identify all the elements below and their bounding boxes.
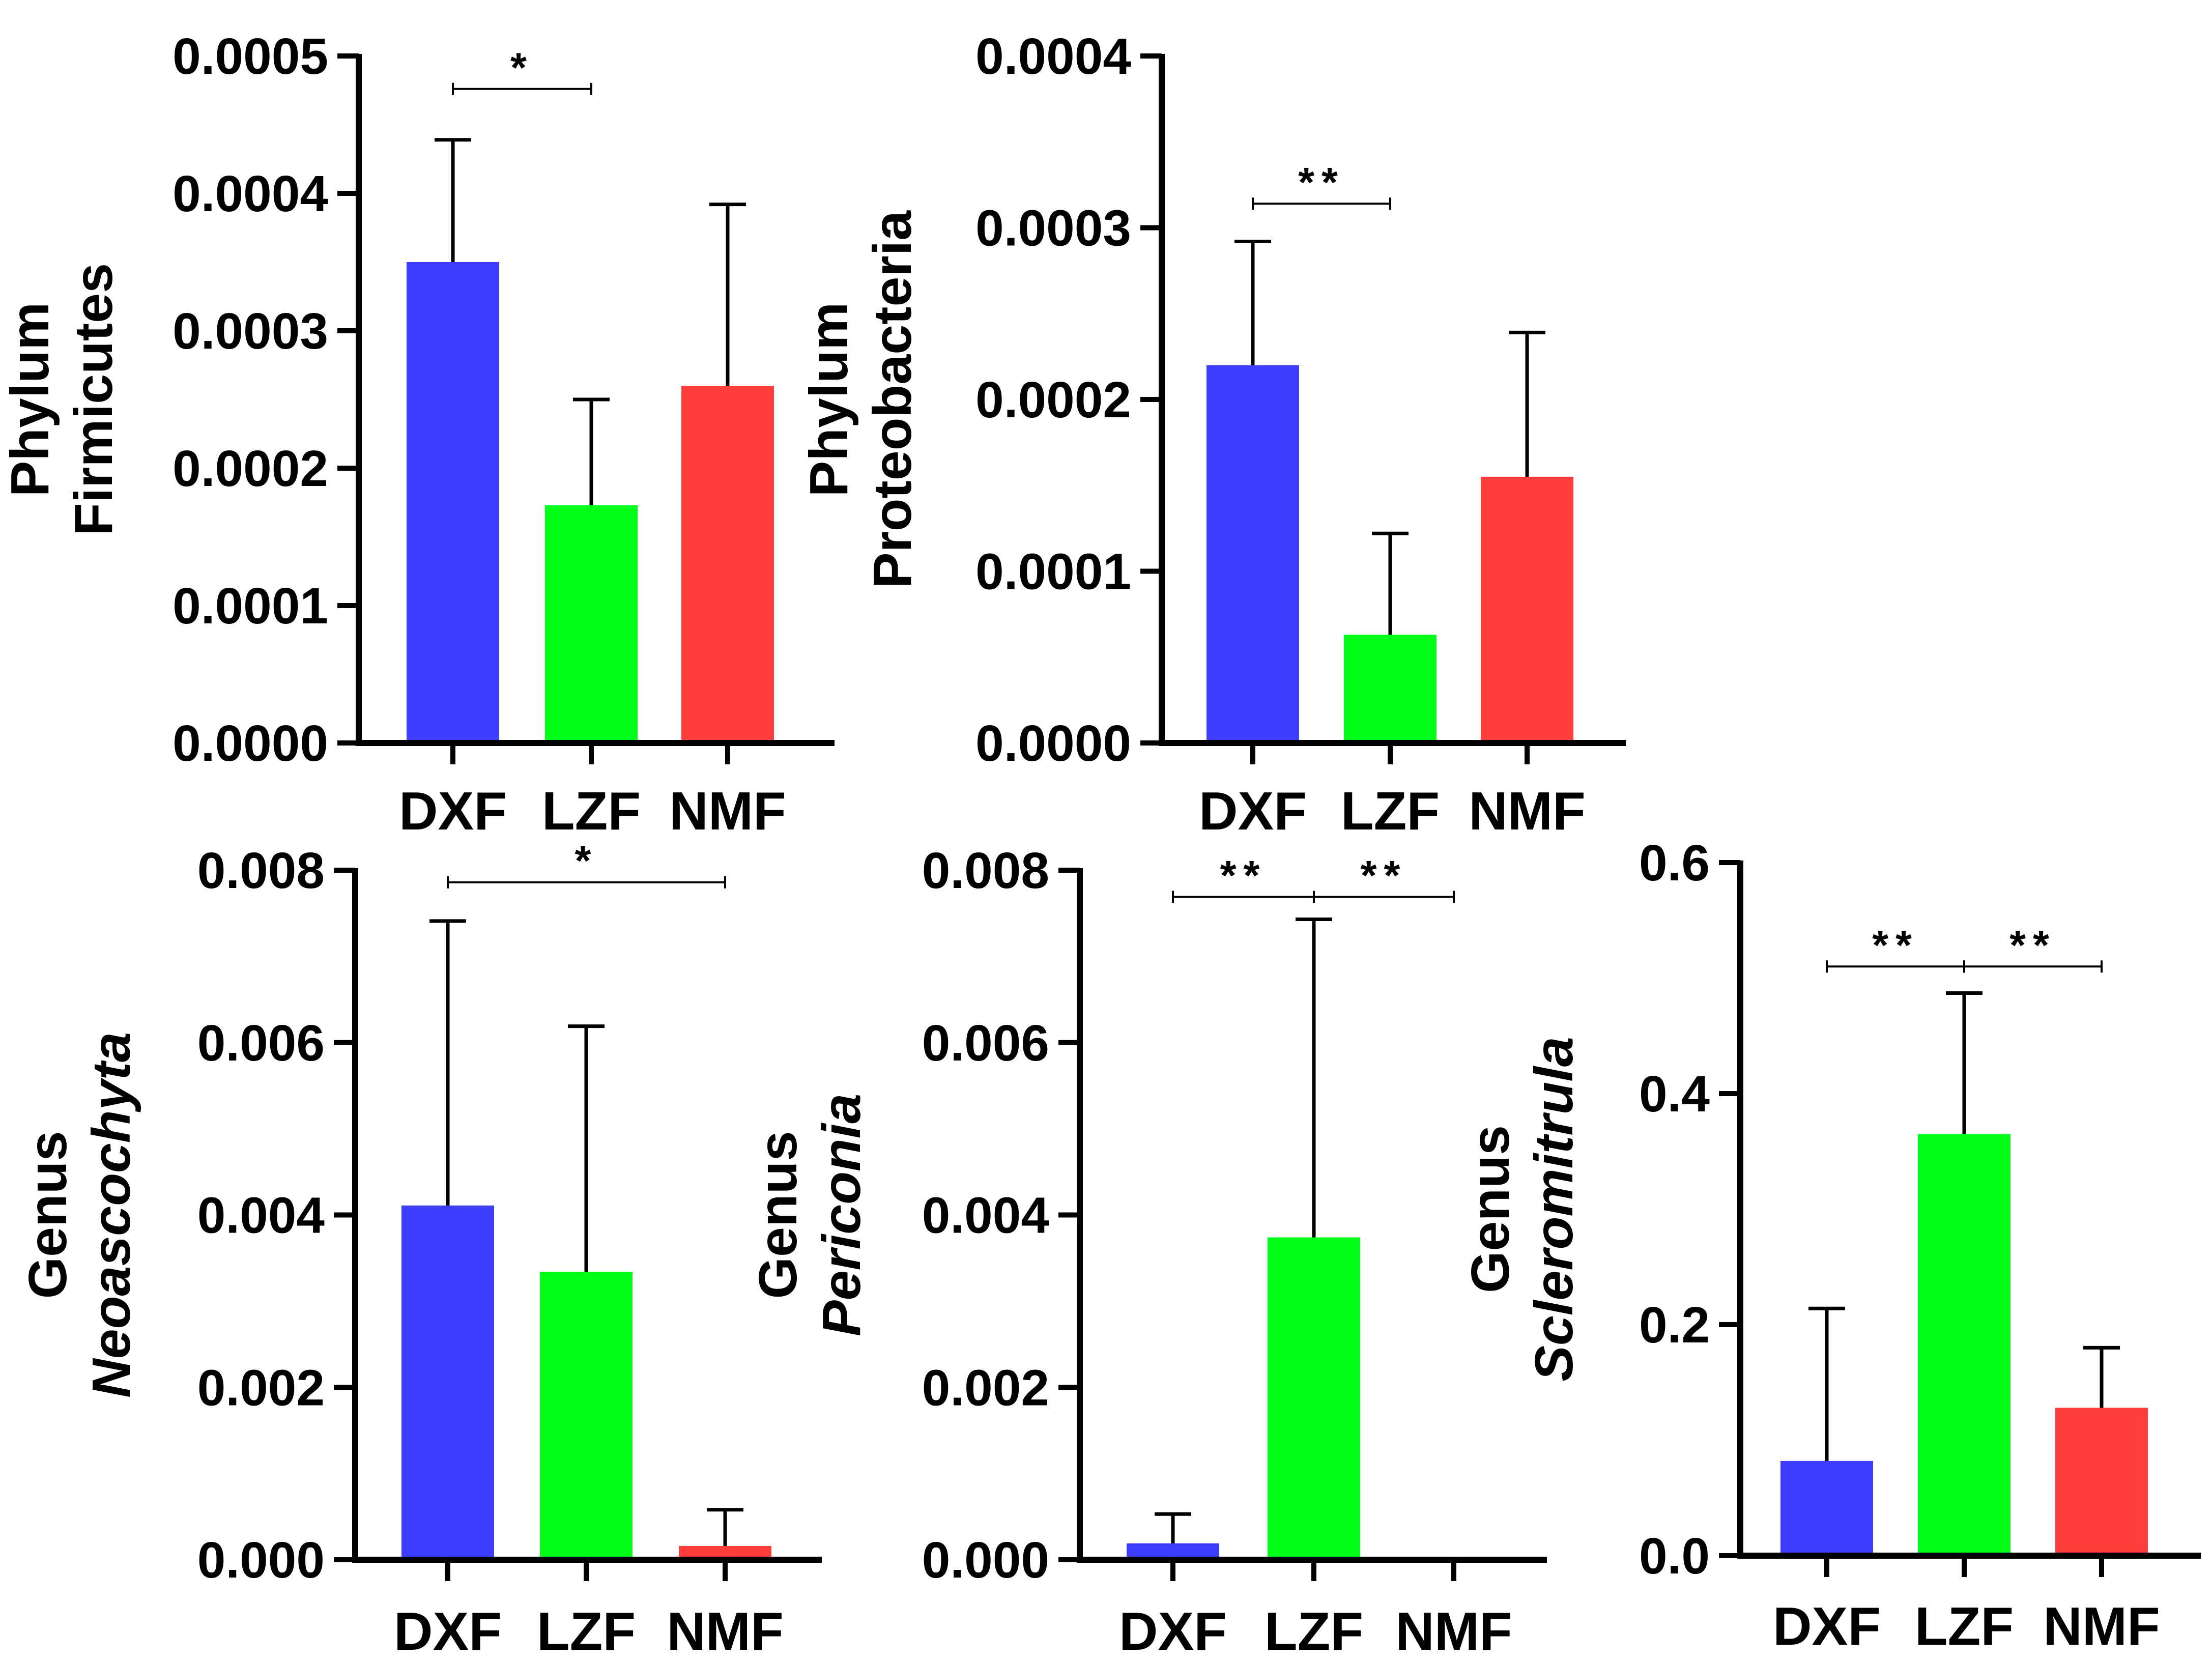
significance-label: ** xyxy=(1220,853,1267,899)
y-tick-label: 0.0004 xyxy=(173,165,328,222)
bar xyxy=(401,1205,494,1560)
y-tick-label: 0.002 xyxy=(197,1359,325,1416)
x-tick-label: DXF xyxy=(1119,1601,1227,1661)
significance-label: * xyxy=(575,838,598,884)
chart-panel: 0.0 0.2 0.4 0.6 DXF LZF NMF Genus Scleromitrula *… xyxy=(1460,835,2201,1656)
y-axis-title-line2: Firmicutes xyxy=(64,263,124,536)
y-tick-label: 0.6 xyxy=(1639,835,1710,892)
y-tick-label: 0.0003 xyxy=(975,200,1131,257)
significance-bracket: ** xyxy=(1172,853,1315,903)
significance-label: * xyxy=(510,45,534,91)
bar xyxy=(1918,1134,2010,1556)
x-tick-label: NMF xyxy=(2043,1596,2160,1656)
significance-bracket: * xyxy=(452,45,592,95)
y-tick-label: 0.0002 xyxy=(975,371,1131,428)
x-tick-label: NMF xyxy=(669,781,786,841)
bar xyxy=(545,505,638,743)
significance-bracket: * xyxy=(447,838,726,889)
x-tick-label: DXF xyxy=(1199,781,1307,841)
y-tick-label: 0.000 xyxy=(922,1532,1049,1589)
significance-bracket: ** xyxy=(1252,159,1391,210)
y-tick-label: 0.0 xyxy=(1639,1528,1710,1585)
bar xyxy=(540,1272,633,1560)
y-tick-label: 0.0004 xyxy=(975,28,1131,85)
y-axis-title-line1: Phylum xyxy=(0,302,60,497)
y-tick-label: 0.4 xyxy=(1639,1066,1710,1123)
significance-bracket: ** xyxy=(1963,922,2103,973)
y-tick-label: 0.000 xyxy=(197,1532,325,1589)
significance-bracket: ** xyxy=(1313,853,1455,903)
significance-label: ** xyxy=(1298,159,1345,206)
x-tick-label: DXF xyxy=(1773,1596,1881,1656)
y-tick-label: 0.2 xyxy=(1639,1297,1710,1354)
x-tick-label: LZF xyxy=(542,781,641,841)
y-axis-title-line1: Genus xyxy=(18,1131,78,1299)
y-tick-label: 0.0000 xyxy=(173,715,328,772)
y-tick-label: 0.0003 xyxy=(173,303,328,360)
bar xyxy=(1206,365,1299,743)
y-axis-title-line2: Periconia xyxy=(812,1094,872,1336)
y-axis-title-line1: Phylum xyxy=(799,302,859,497)
y-tick-label: 0.002 xyxy=(922,1359,1049,1416)
y-tick-label: 0.008 xyxy=(197,842,325,899)
y-tick-label: 0.0005 xyxy=(173,28,328,85)
x-tick-label: LZF xyxy=(1265,1601,1363,1661)
y-axis-title-line1: Genus xyxy=(1460,1125,1520,1293)
bar xyxy=(2055,1408,2148,1556)
chart-panel: 0.0000 0.0001 0.0002 0.0003 0.0004 DXF LZF NMF P… xyxy=(799,28,1626,841)
y-axis-title-line2: Scleromitrula xyxy=(1524,1037,1584,1381)
bar xyxy=(1344,635,1437,743)
y-axis-title-line1: Genus xyxy=(748,1131,808,1299)
x-tick-label: NMF xyxy=(667,1601,784,1661)
y-tick-label: 0.004 xyxy=(197,1187,325,1244)
y-tick-label: 0.0002 xyxy=(173,440,328,497)
x-tick-label: NMF xyxy=(1395,1601,1512,1661)
significance-bracket: ** xyxy=(1826,922,1965,973)
y-tick-label: 0.0001 xyxy=(173,578,328,635)
bar xyxy=(407,262,499,743)
bar xyxy=(1268,1237,1360,1560)
y-tick-label: 0.004 xyxy=(922,1187,1050,1244)
significance-label: ** xyxy=(1872,922,1919,968)
x-tick-label: DXF xyxy=(399,781,507,841)
chart-panel: 0.0000 0.0001 0.0002 0.0003 0.0004 0.0005 DXF L… xyxy=(0,28,835,841)
y-axis-title-line2: Neoascochyta xyxy=(81,1032,141,1398)
x-tick-label: LZF xyxy=(537,1601,636,1661)
x-tick-label: NMF xyxy=(1469,781,1586,841)
x-tick-label: DXF xyxy=(394,1601,502,1661)
y-tick-label: 0.006 xyxy=(922,1015,1049,1072)
y-tick-label: 0.008 xyxy=(922,842,1049,899)
x-tick-label: LZF xyxy=(1915,1596,2014,1656)
bar xyxy=(1481,476,1573,743)
significance-label: ** xyxy=(2009,922,2056,968)
y-tick-label: 0.0000 xyxy=(975,715,1131,772)
y-tick-label: 0.006 xyxy=(197,1015,325,1072)
significance-label: ** xyxy=(1361,853,1407,899)
x-tick-label: LZF xyxy=(1341,781,1440,841)
y-axis-title-line2: Proteobacteria xyxy=(863,210,923,588)
y-tick-label: 0.0001 xyxy=(975,543,1131,600)
bar xyxy=(681,386,774,743)
bar xyxy=(1780,1460,1873,1556)
